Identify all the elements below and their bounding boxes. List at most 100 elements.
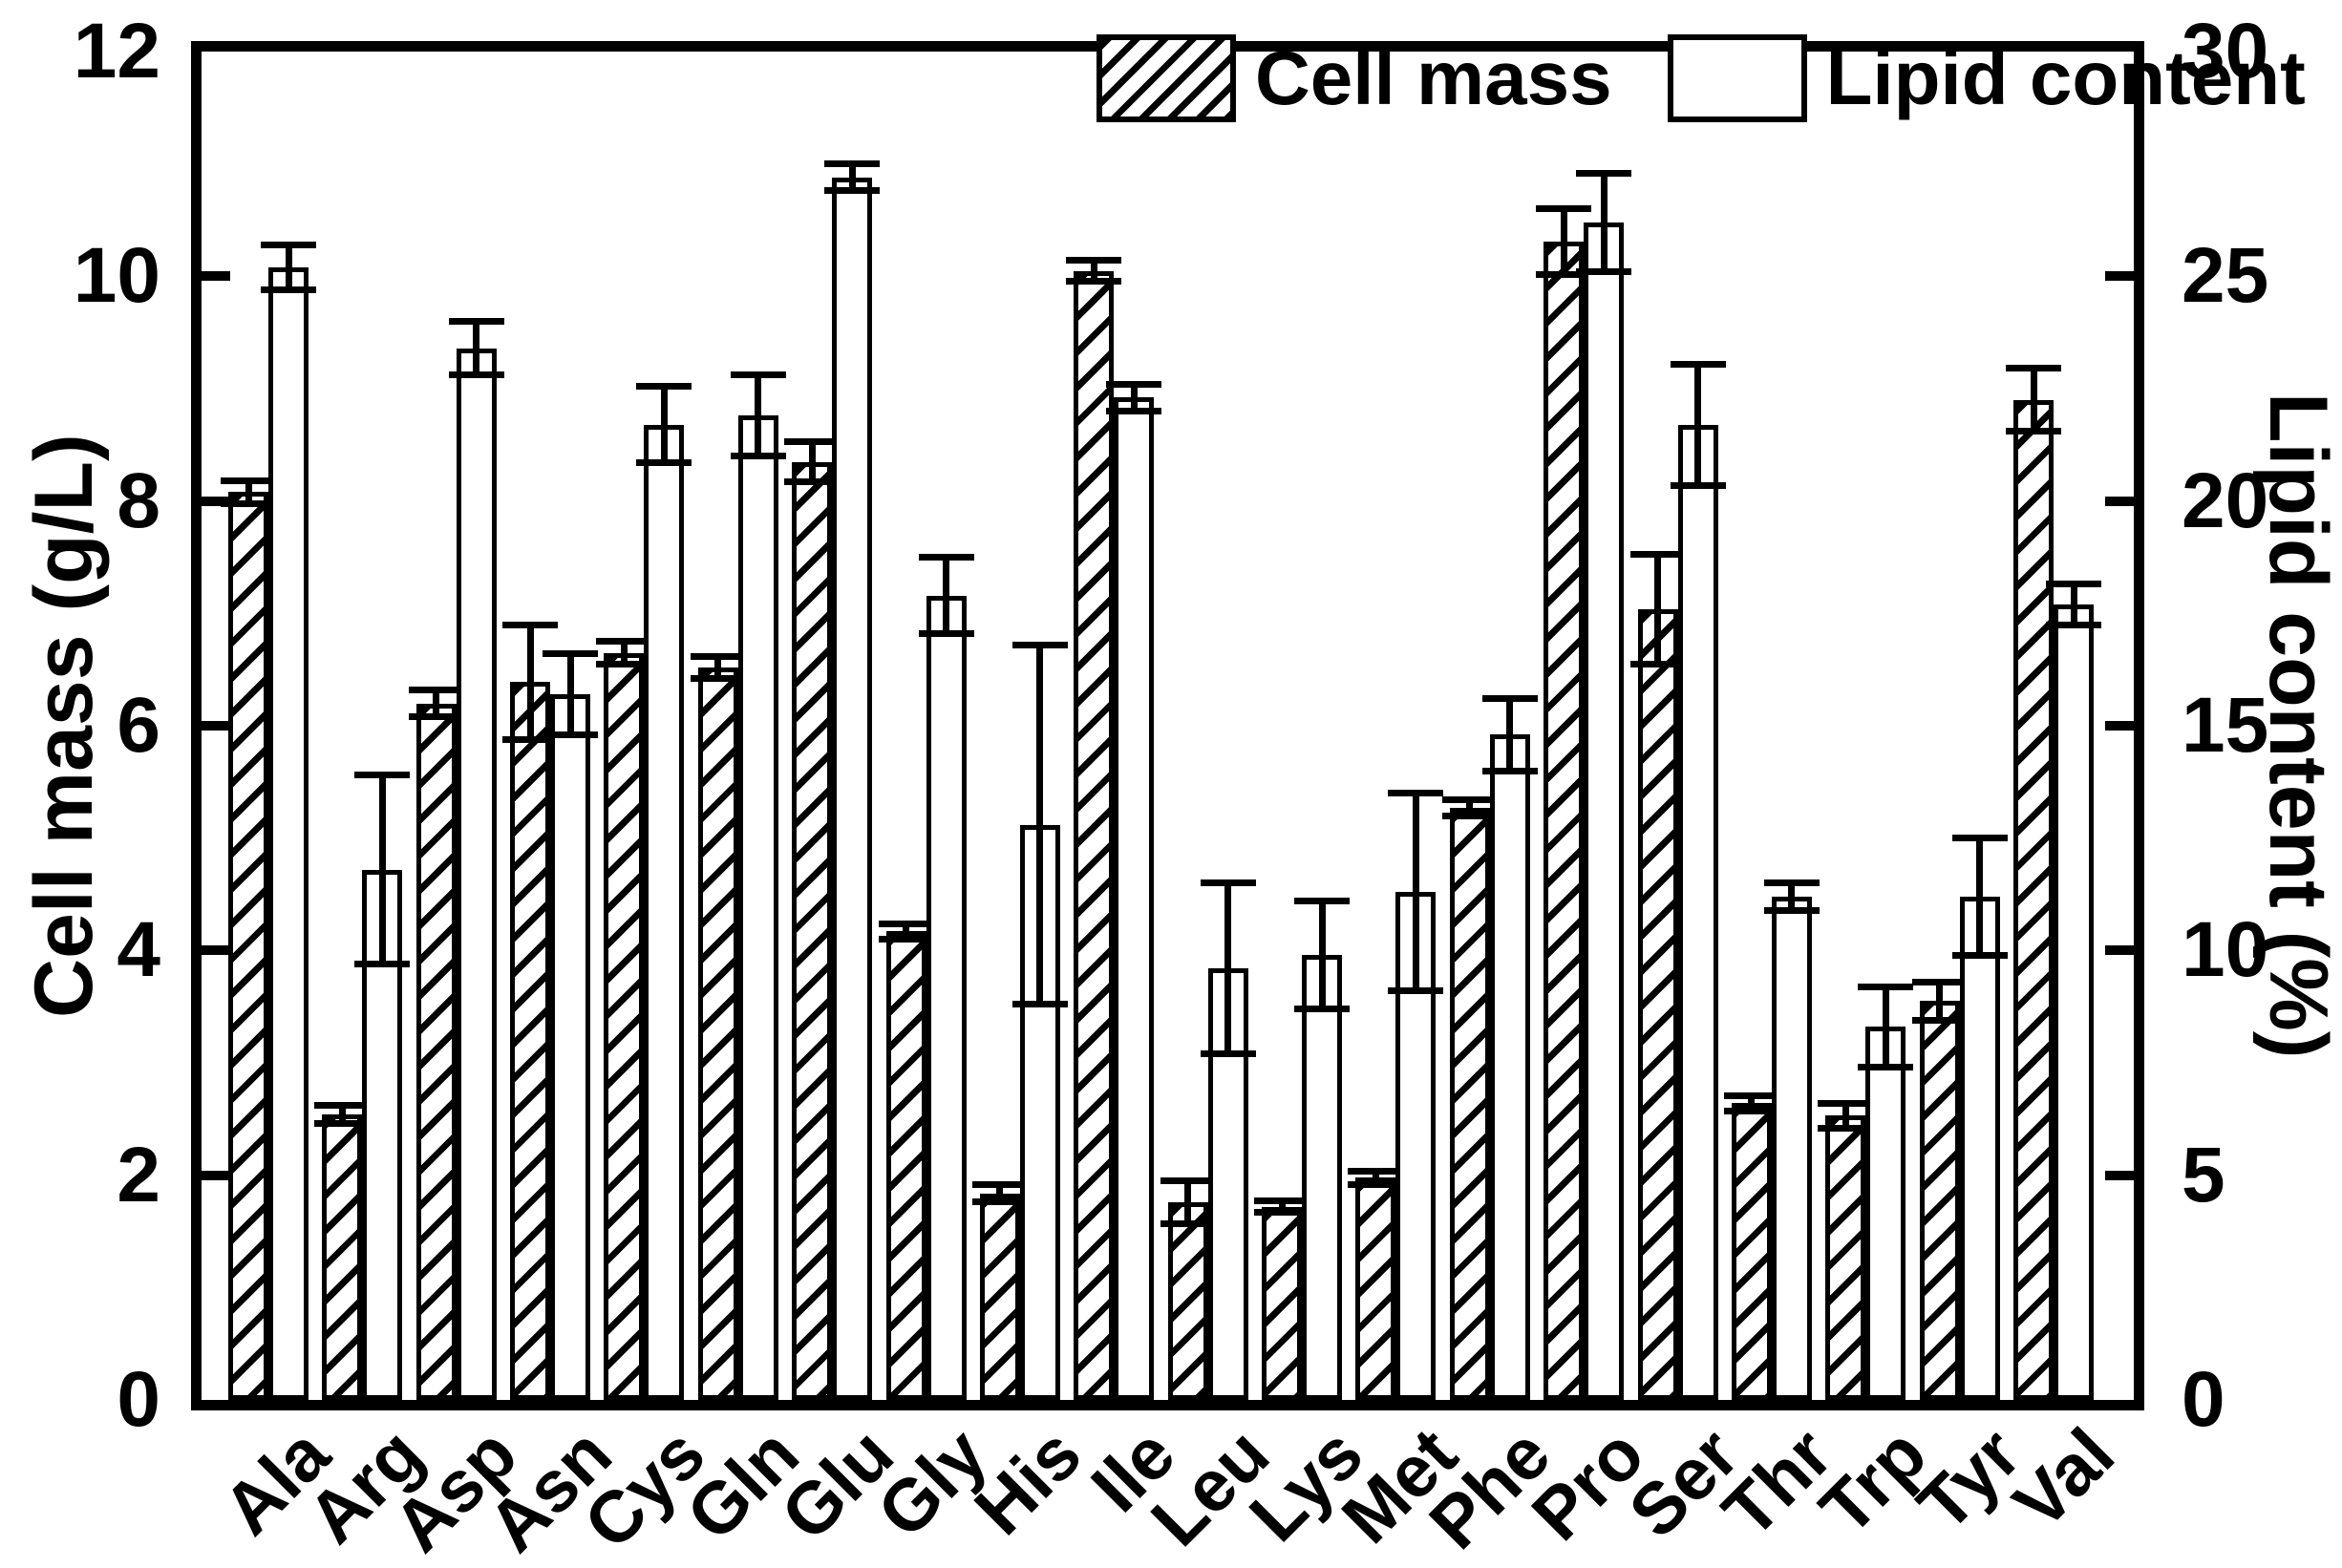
x-tick-phe <box>1484 1377 1495 1400</box>
errorbar-asp-s0 <box>433 689 440 717</box>
errorcap-low-trp-s1 <box>1858 1064 1914 1071</box>
errorbar-leu-s1 <box>1224 882 1232 1054</box>
bar-lipid-content-tyr <box>1959 896 2000 1400</box>
x-label-his: His <box>959 1412 1096 1551</box>
errorcap-low-his-s0 <box>971 1198 1028 1206</box>
bar-cell-mass-glu <box>792 461 833 1400</box>
bar-lipid-content-phe <box>1489 734 1530 1400</box>
bar-cell-mass-thr <box>1731 1103 1772 1400</box>
errorbar-glu-s1 <box>848 163 856 191</box>
x-tick-leu <box>1203 1377 1213 1400</box>
errorcap-high-gln-s0 <box>690 652 746 660</box>
errorcap-high-leu-s0 <box>1160 1177 1216 1184</box>
bar-lipid-content-asp <box>456 348 497 1400</box>
bar-cell-mass-lys <box>1262 1206 1303 1400</box>
right-axis-title: Lipid content (%) <box>2252 392 2342 1059</box>
errorcap-high-lys-s1 <box>1294 898 1351 905</box>
tick-label-left-0: 0 <box>117 1356 160 1443</box>
errorbar-glu-s0 <box>808 441 816 482</box>
errorcap-low-tyr-s1 <box>1951 951 2008 959</box>
x-tick-thr <box>1766 1377 1777 1400</box>
errorbar-ile-s1 <box>1130 384 1138 412</box>
errorcap-high-glu-s1 <box>824 160 881 168</box>
bar-cell-mass-gln <box>697 667 738 1400</box>
errorbar-gly-s1 <box>943 557 950 634</box>
errorcap-low-arg-s1 <box>354 961 411 967</box>
errorcap-low-val-s1 <box>2046 621 2102 628</box>
x-tick-asn <box>545 1377 556 1400</box>
tick-label-left-12: 12 <box>73 8 160 95</box>
bar-lipid-content-ala <box>268 266 309 1400</box>
errorbar-met-s1 <box>1412 793 1419 991</box>
x-tick-pro <box>1579 1377 1589 1400</box>
x-tick-ile <box>1109 1377 1119 1400</box>
errorcap-low-his-s1 <box>1011 1001 1068 1008</box>
errorcap-high-asp-s0 <box>408 686 464 693</box>
errorcap-low-glu-s0 <box>784 478 841 486</box>
errorcap-low-phe-s1 <box>1481 767 1538 774</box>
errorbar-met-s0 <box>1372 1171 1379 1185</box>
tick-label-left-4: 4 <box>117 906 160 994</box>
x-tick-asp <box>451 1377 461 1400</box>
errorcap-high-phe-s1 <box>1481 695 1538 703</box>
y-tick-right-20 <box>2105 496 2134 506</box>
tick-label-right-20: 20 <box>2182 456 2269 544</box>
errorcap-low-trp-s0 <box>1818 1124 1874 1132</box>
bar-lipid-content-pro <box>1584 222 1625 1400</box>
errorcap-high-ala-s1 <box>261 241 316 248</box>
errorbar-tyr-s1 <box>1976 837 1984 955</box>
tick-label-left-2: 2 <box>117 1131 160 1218</box>
bar-cell-mass-ile <box>1074 270 1115 1400</box>
bar-chart: Cell mass (g/L) Lipid content (%) Ala Arg… <box>18 8 2342 1568</box>
errorbar-cys-s1 <box>660 386 668 463</box>
x-tick-arg <box>357 1377 368 1400</box>
y-tick-left-6 <box>202 721 230 731</box>
bar-cell-mass-ser <box>1637 608 1678 1400</box>
errorcap-high-his-s0 <box>971 1180 1028 1188</box>
y-tick-left-4 <box>202 945 230 956</box>
errorcap-high-ile-s0 <box>1066 257 1122 265</box>
tick-label-left-6: 6 <box>117 682 160 769</box>
bar-cell-mass-arg <box>322 1114 363 1400</box>
bar-cell-mass-trp <box>1825 1115 1866 1400</box>
tick-label-right-10: 10 <box>2182 906 2269 994</box>
bar-lipid-content-asn <box>550 694 591 1400</box>
y-tick-right-5 <box>2105 1170 2134 1180</box>
bar-cell-mass-asn <box>510 682 551 1400</box>
bar-cell-mass-cys <box>604 652 645 1400</box>
bar-lipid-content-cys <box>644 424 685 1400</box>
errorcap-low-ala-s1 <box>261 286 316 293</box>
errorcap-low-val-s0 <box>2006 428 2062 435</box>
legend-label-lipid-content: Lipid content <box>1825 35 2306 120</box>
errorcap-low-ile-s1 <box>1106 408 1162 414</box>
legend-item-cell-mass: Cell mass <box>1096 34 1612 122</box>
errorcap-low-asp-s0 <box>408 713 464 721</box>
y-tick-left-2 <box>202 1170 230 1180</box>
errorbar-asn-s1 <box>566 653 574 735</box>
bar-cell-mass-ala <box>228 492 268 1400</box>
errorcap-low-asn-s0 <box>502 735 559 743</box>
legend-item-lipid-content: Lipid content <box>1667 34 2306 122</box>
bar-lipid-content-gln <box>737 415 778 1400</box>
errorcap-low-glu-s1 <box>824 187 881 195</box>
errorcap-high-val-s0 <box>2006 365 2062 372</box>
errorcap-high-thr-s0 <box>1723 1091 1779 1099</box>
errorcap-low-phe-s0 <box>1441 812 1498 819</box>
errorcap-high-cys-s0 <box>596 638 652 646</box>
errorcap-high-phe-s0 <box>1441 796 1498 804</box>
tick-label-left-10: 10 <box>73 232 160 320</box>
errorbar-ser-s0 <box>1654 554 1662 665</box>
errorbar-arg-s1 <box>378 774 386 964</box>
bar-lipid-content-lys <box>1302 955 1343 1400</box>
errorbar-gln-s1 <box>755 374 762 456</box>
errorbar-his-s1 <box>1036 645 1044 1005</box>
errorcap-high-arg-s0 <box>314 1102 371 1110</box>
errorcap-low-pro-s1 <box>1576 268 1632 276</box>
tick-label-right-30: 30 <box>2182 8 2269 95</box>
errorcap-high-tyr-s0 <box>1911 978 1968 985</box>
errorbar-gly-s0 <box>903 923 910 940</box>
errorcap-high-arg-s1 <box>354 772 411 779</box>
errorbar-lys-s0 <box>1278 1200 1286 1213</box>
errorbar-asn-s0 <box>526 625 534 740</box>
x-tick-val <box>2049 1377 2059 1400</box>
